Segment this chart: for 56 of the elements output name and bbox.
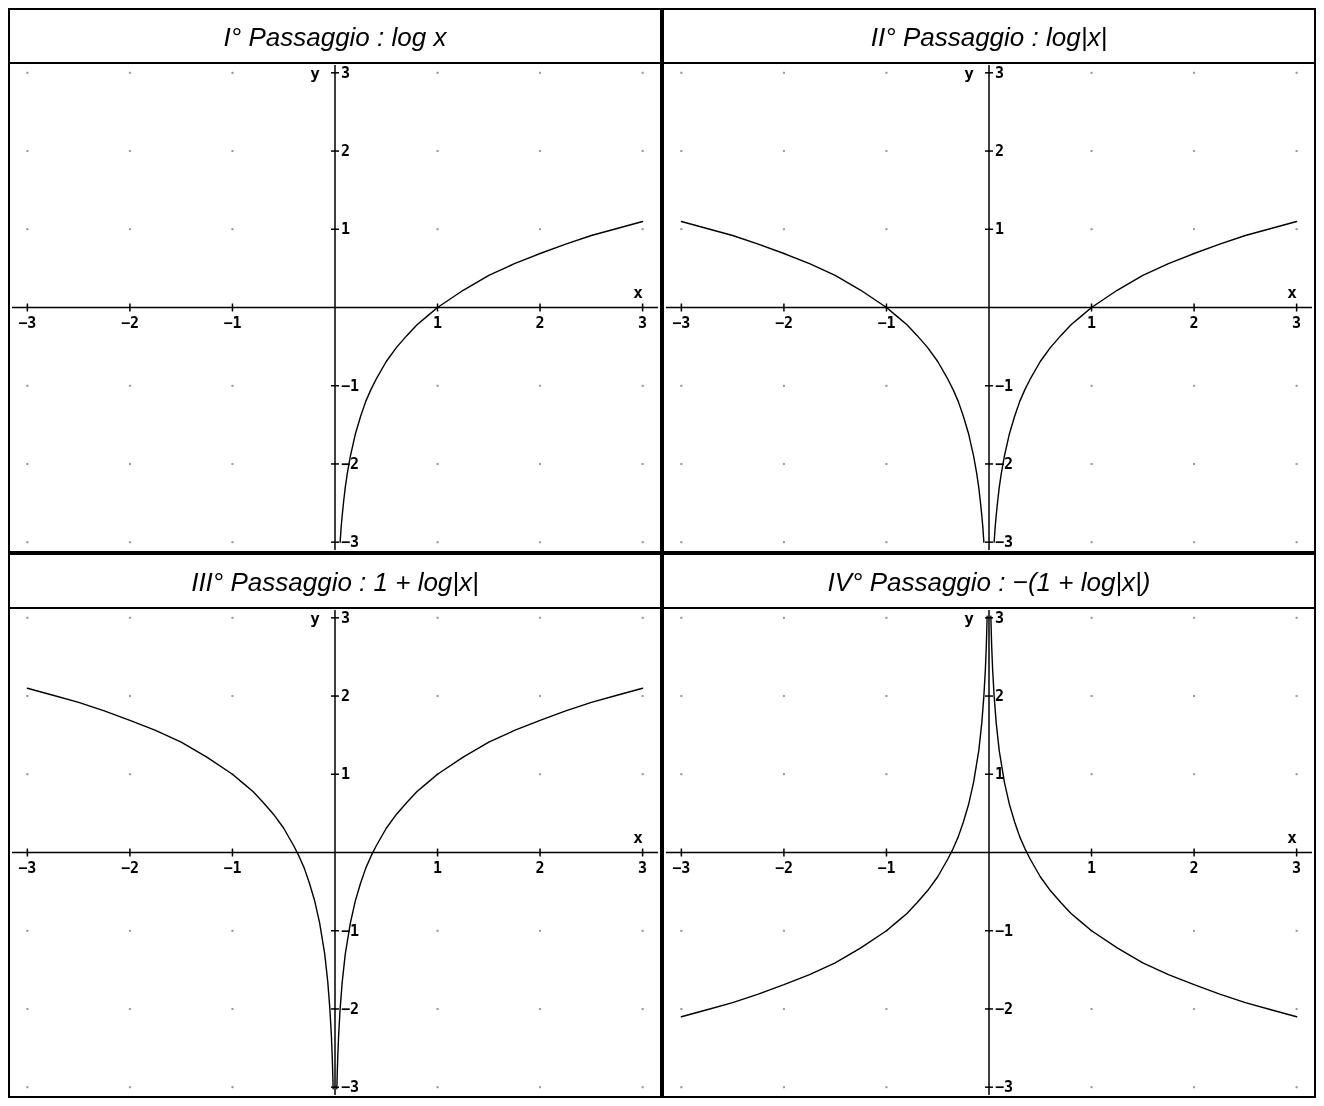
x-tick-label: −2: [120, 313, 139, 332]
y-tick-label: −3: [341, 533, 360, 552]
y-axis-title: y: [310, 64, 321, 83]
y-tick-label: 3: [995, 608, 1005, 627]
x-axis-title: x: [1287, 282, 1298, 302]
x-tick-label: 2: [1189, 313, 1199, 332]
x-tick-label: −3: [672, 313, 691, 332]
y-tick-label: 2: [341, 687, 351, 706]
x-tick-label: −2: [774, 313, 793, 332]
y-tick-label: 1: [341, 765, 351, 784]
x-tick-label: 2: [1189, 858, 1199, 877]
x-tick-label: −2: [120, 858, 139, 877]
chart-title: IV° Passaggio : −(1 + log|x|): [827, 567, 1151, 597]
y-tick-label: 1: [995, 220, 1005, 239]
y-tick-label: 3: [995, 63, 1005, 82]
x-axis-title: x: [1287, 827, 1298, 847]
y-tick-label: −2: [341, 999, 360, 1018]
y-tick-label: 3: [341, 608, 351, 627]
x-tick-label: 3: [638, 858, 648, 877]
y-tick-label: −1: [341, 376, 360, 395]
x-tick-label: 2: [535, 858, 545, 877]
x-tick-label: −3: [18, 313, 37, 332]
y-tick-label: −1: [995, 376, 1014, 395]
x-tick-label: 1: [1087, 858, 1097, 877]
x-tick-label: −1: [223, 858, 242, 877]
x-tick-label: −3: [18, 858, 37, 877]
y-tick-label: 2: [995, 142, 1005, 161]
x-tick-label: 3: [1292, 858, 1302, 877]
y-tick-label: 2: [341, 142, 351, 161]
y-tick-label: −2: [995, 999, 1014, 1018]
chart-title: I° Passaggio : log x: [223, 22, 448, 52]
x-tick-label: 1: [1087, 313, 1097, 332]
x-tick-label: −1: [877, 313, 896, 332]
x-axis-title: x: [633, 282, 644, 302]
y-tick-label: −3: [995, 533, 1014, 552]
chart-title: II° Passaggio : log|x|: [870, 22, 1108, 52]
x-tick-label: −2: [774, 858, 793, 877]
y-tick-label: −3: [995, 1078, 1014, 1097]
x-tick-label: 1: [433, 858, 443, 877]
x-axis-title: x: [633, 827, 644, 847]
chart-title: III° Passaggio : 1 + log|x|: [191, 567, 479, 597]
x-tick-label: 3: [1292, 313, 1302, 332]
y-tick-label: 3: [341, 63, 351, 82]
x-tick-label: −1: [223, 313, 242, 332]
y-tick-label: −3: [341, 1078, 360, 1097]
x-tick-label: −3: [672, 858, 691, 877]
x-tick-label: 3: [638, 313, 648, 332]
y-tick-label: 1: [341, 220, 351, 239]
x-tick-label: −1: [877, 858, 896, 877]
x-tick-label: 1: [433, 313, 443, 332]
y-axis-title: y: [964, 64, 975, 83]
y-tick-label: −1: [995, 921, 1014, 940]
y-axis-title: y: [964, 609, 975, 628]
y-axis-title: y: [310, 609, 321, 628]
x-tick-label: 2: [535, 313, 545, 332]
y-tick-label: 2: [995, 687, 1005, 706]
